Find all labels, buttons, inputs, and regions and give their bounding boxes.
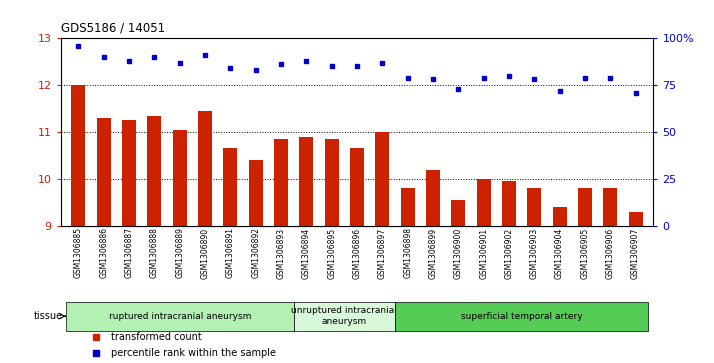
Text: GSM1306904: GSM1306904 (555, 227, 564, 279)
Bar (628, 212, 643, 226)
Bar (502, 182, 516, 226)
Bar (477, 179, 491, 226)
Text: GSM1306891: GSM1306891 (226, 227, 235, 278)
Text: GSM1306900: GSM1306900 (454, 227, 463, 279)
Text: GSM1306907: GSM1306907 (631, 227, 640, 279)
Text: GSM1306899: GSM1306899 (428, 227, 438, 278)
Text: GSM1306892: GSM1306892 (251, 227, 260, 278)
Bar (553, 207, 567, 226)
Text: superficial temporal artery: superficial temporal artery (461, 311, 583, 321)
Bar (122, 120, 136, 226)
Text: GSM1306896: GSM1306896 (353, 227, 361, 278)
Text: GSM1306888: GSM1306888 (150, 227, 159, 278)
Text: percentile rank within the sample: percentile rank within the sample (111, 348, 276, 358)
Bar (147, 115, 161, 226)
Text: GSM1306901: GSM1306901 (479, 227, 488, 278)
Text: GSM1306906: GSM1306906 (605, 227, 615, 279)
Bar (528, 188, 541, 226)
Bar (293, 302, 395, 331)
Bar (223, 148, 237, 226)
Bar (603, 188, 617, 226)
Text: tissue: tissue (34, 311, 62, 321)
Bar (173, 130, 186, 226)
Bar (376, 132, 389, 226)
Text: GSM1306903: GSM1306903 (530, 227, 539, 279)
Text: GSM1306905: GSM1306905 (580, 227, 590, 279)
Text: GSM1306902: GSM1306902 (505, 227, 513, 278)
Text: unruptured intracranial
aneurysm: unruptured intracranial aneurysm (291, 306, 397, 326)
Text: ruptured intracranial aneurysm: ruptured intracranial aneurysm (109, 311, 251, 321)
Text: GDS5186 / 14051: GDS5186 / 14051 (61, 21, 165, 34)
Bar (350, 148, 364, 226)
Text: GSM1306895: GSM1306895 (327, 227, 336, 278)
Bar (395, 302, 648, 331)
Text: GSM1306889: GSM1306889 (175, 227, 184, 278)
Bar (451, 200, 466, 226)
Bar (578, 188, 592, 226)
Text: GSM1306885: GSM1306885 (74, 227, 83, 278)
Text: GSM1306894: GSM1306894 (302, 227, 311, 278)
Bar (71, 85, 86, 226)
Text: GSM1306890: GSM1306890 (201, 227, 209, 278)
Text: GSM1306886: GSM1306886 (99, 227, 109, 278)
Text: GSM1306893: GSM1306893 (276, 227, 286, 278)
Bar (401, 188, 415, 226)
Text: GSM1306887: GSM1306887 (124, 227, 134, 278)
Text: GSM1306898: GSM1306898 (403, 227, 412, 278)
Bar (299, 137, 313, 226)
Bar (66, 302, 293, 331)
Bar (198, 111, 212, 226)
Bar (426, 170, 440, 226)
Bar (325, 139, 338, 226)
Bar (274, 139, 288, 226)
Text: transformed count: transformed count (111, 332, 202, 342)
Text: GSM1306897: GSM1306897 (378, 227, 387, 278)
Bar (97, 118, 111, 226)
Bar (248, 160, 263, 226)
